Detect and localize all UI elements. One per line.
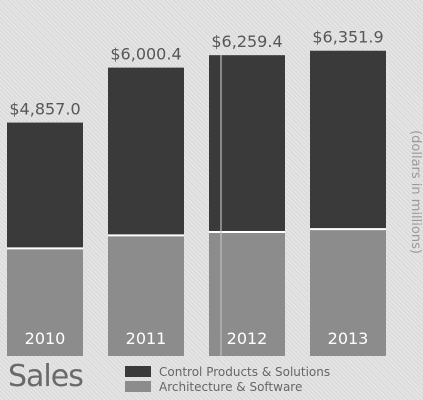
bar-control-products-solutions-2013 [310,50,386,230]
bar-control-products-solutions-2012 [209,55,285,233]
chart-title: Sales [8,359,84,394]
year-label-2011: 2011 [126,329,167,348]
bar-architecture-software-2013 [310,229,386,356]
legend-label-architecture-software: Architecture & Software [159,379,303,394]
legend-item-control-products: Control Products & Solutions [125,364,330,379]
bar-architecture-software-2011 [108,235,184,356]
bar-architecture-software-2010 [7,248,83,356]
unit-label: (dollars in millions) [408,130,423,254]
bar-control-products-solutions-2011 [108,67,184,236]
bar-control-products-solutions-2010 [7,122,83,249]
year-label-2013: 2013 [328,329,369,348]
legend-swatch-architecture-software [125,381,151,392]
bar-architecture-software-2012 [209,232,285,356]
legend-label-control-products: Control Products & Solutions [159,364,331,379]
year-label-2010: 2010 [25,329,66,348]
total-label-2011: $6,000.4 [110,45,181,64]
legend: Control Products & Solutions Architectur… [125,364,330,394]
year-label-2012: 2012 [227,329,268,348]
total-label-2010: $4,857.0 [9,100,80,119]
legend-swatch-control-products [125,366,151,377]
legend-item-architecture-software: Architecture & Software [125,379,330,394]
total-label-2013: $6,351.9 [312,28,383,47]
total-label-2012: $6,259.4 [211,32,282,51]
